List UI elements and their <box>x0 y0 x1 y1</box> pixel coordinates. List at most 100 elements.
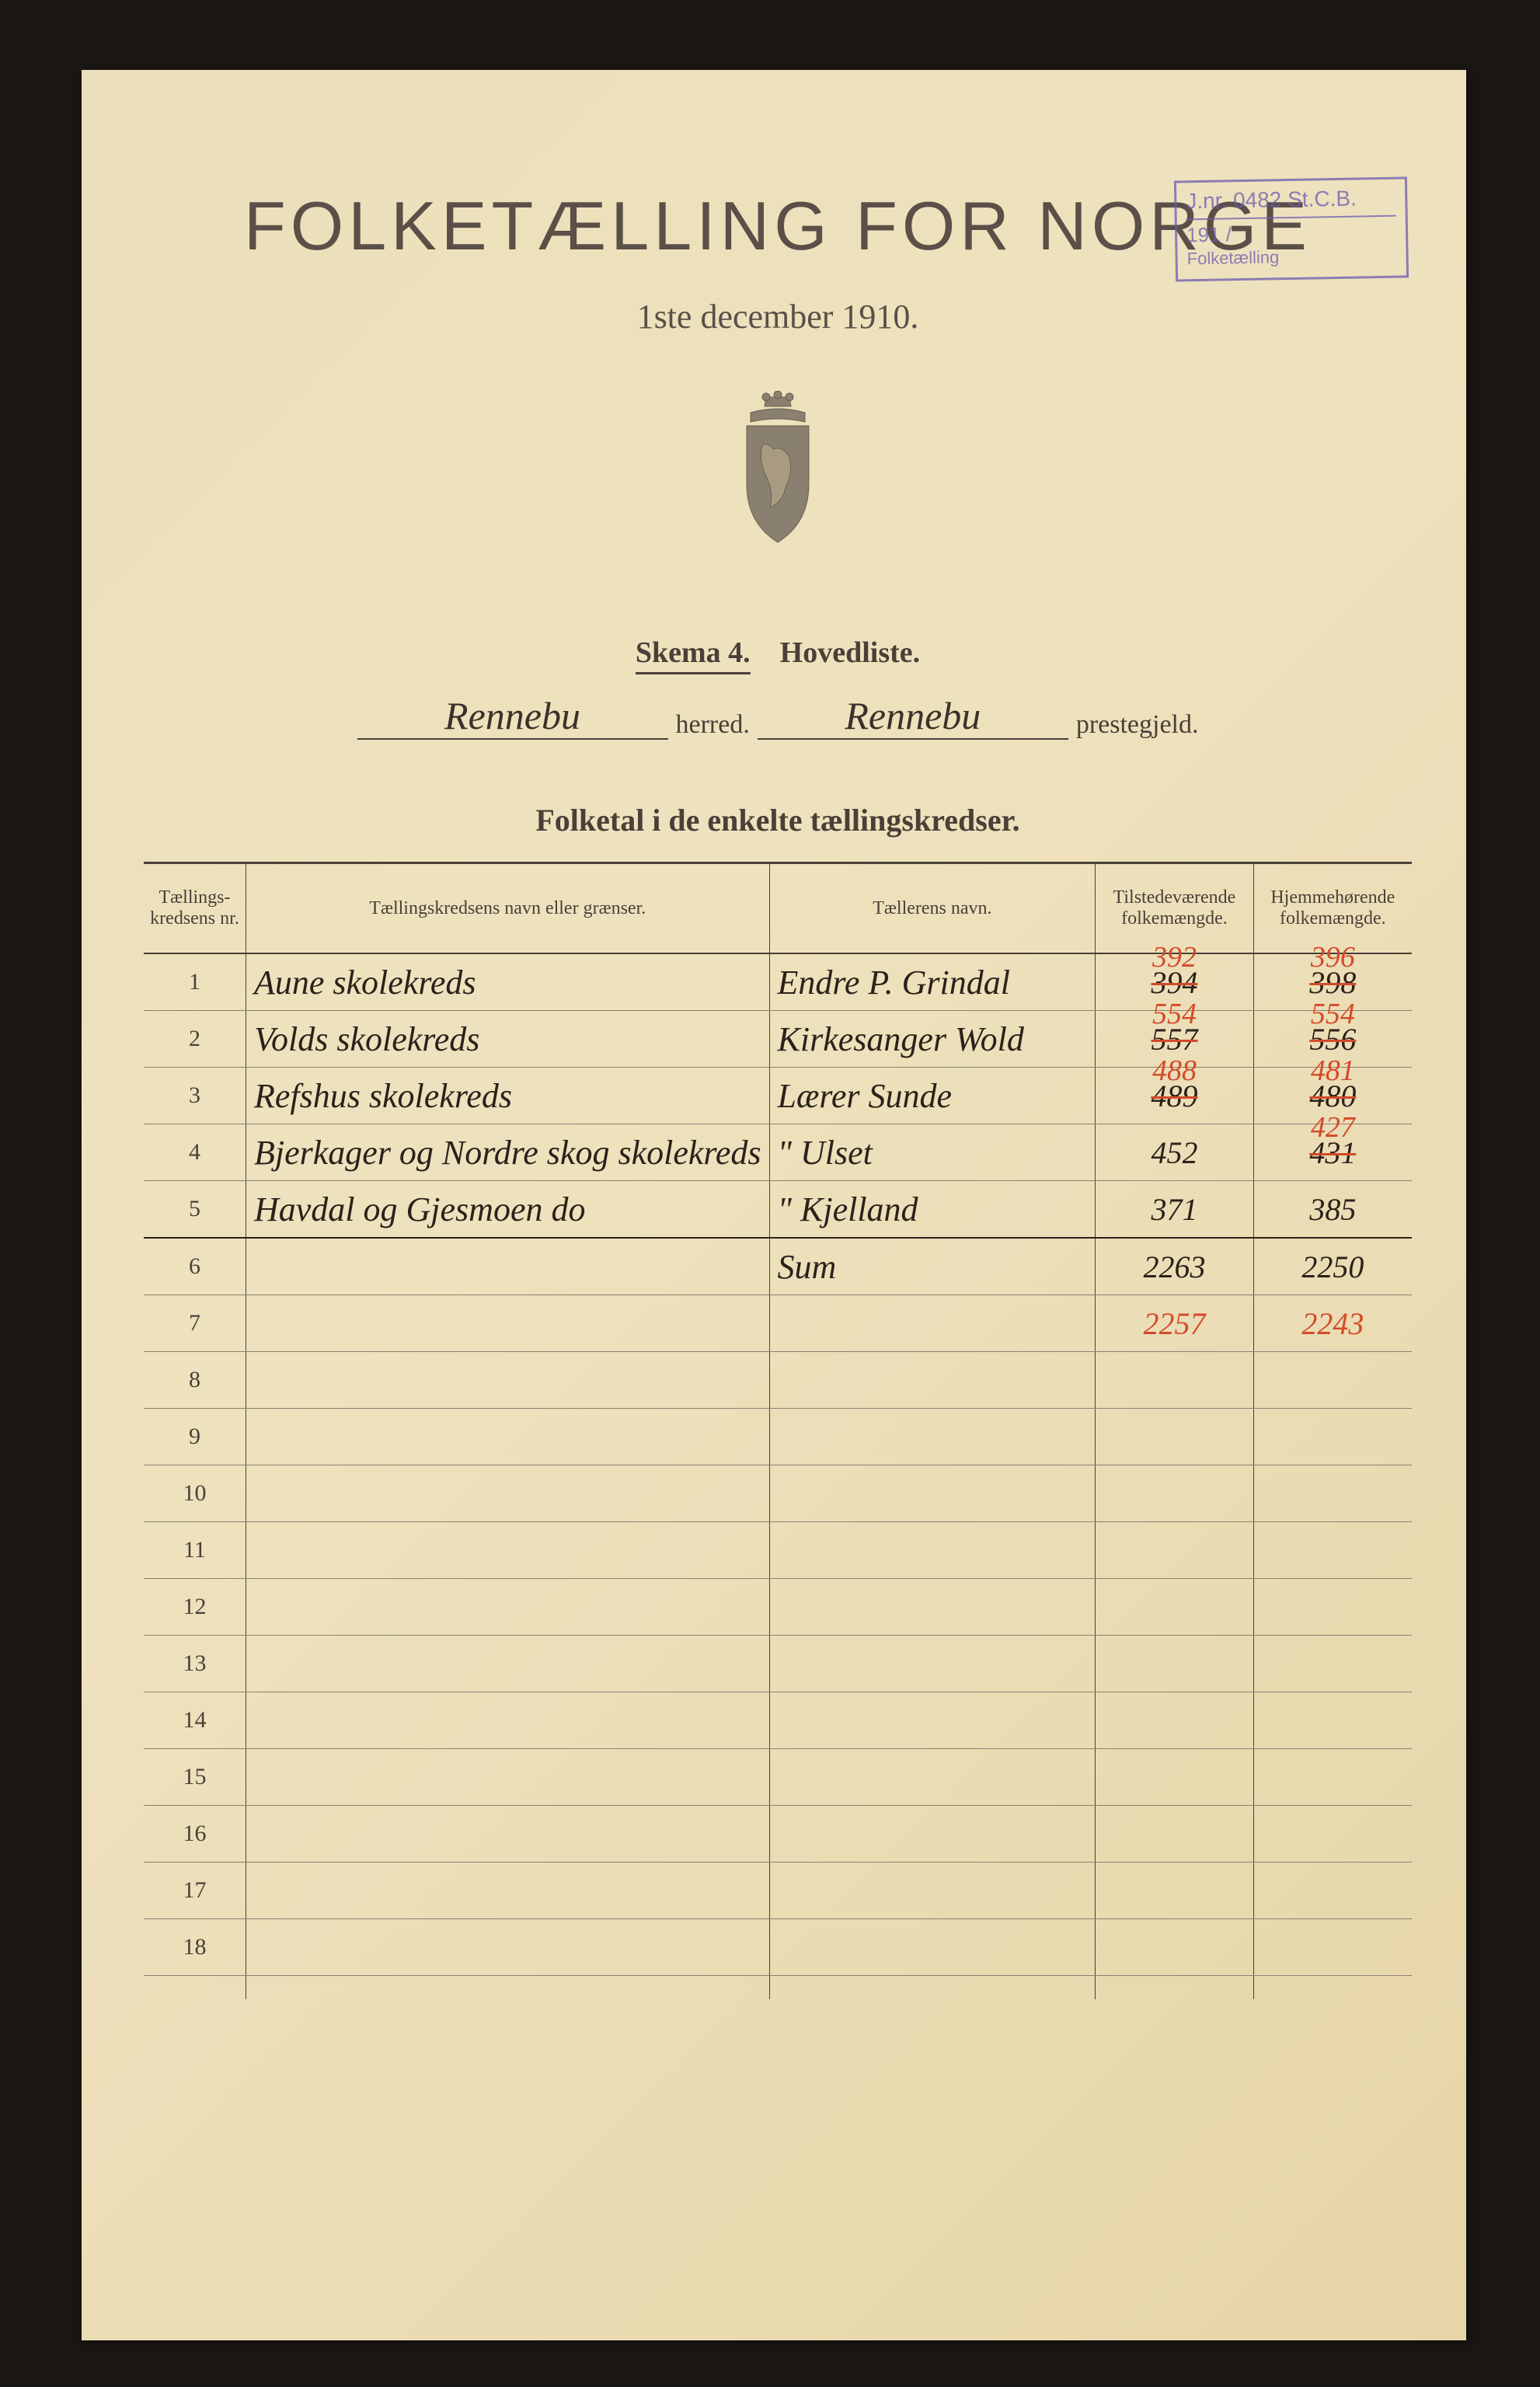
table-cell <box>1253 1806 1412 1863</box>
table-cell <box>769 1692 1096 1749</box>
district-name-cell: Bjerkager og Nordre skog skolekreds <box>246 1124 770 1181</box>
row-number: 3 <box>144 1068 246 1124</box>
counter-name-cell: Endre P. Grindal <box>769 953 1096 1011</box>
table-cell <box>769 1522 1096 1579</box>
table-cell <box>1096 1409 1253 1465</box>
table-cell-number: 2263 <box>1096 1238 1253 1295</box>
table-cell <box>769 1295 1096 1352</box>
col-header-name: Tællingskredsens navn eller grænser. <box>246 863 770 954</box>
counter-name-cell: Lærer Sunde <box>769 1068 1096 1124</box>
table-cell-number: 2257 <box>1096 1295 1253 1352</box>
table-cell-number: 385 <box>1253 1181 1412 1239</box>
row-number: 5 <box>144 1181 246 1239</box>
table-cell <box>246 1409 770 1465</box>
table-cell-number: 371 <box>1096 1181 1253 1239</box>
herred-label: herred. <box>676 710 750 740</box>
table-cell <box>1096 1806 1253 1863</box>
table-cell-number: 488489 <box>1096 1068 1253 1124</box>
table-cell-number: 452 <box>1096 1124 1253 1181</box>
table-cell <box>1096 1919 1253 1976</box>
row-number: 12 <box>144 1579 246 1636</box>
table-cell <box>769 1863 1096 1919</box>
table-cell <box>1253 1409 1412 1465</box>
skema-label: Skema 4. <box>636 636 751 674</box>
table-cell <box>1096 1749 1253 1806</box>
table-row: 17 <box>144 1863 1412 1919</box>
row-number: 14 <box>144 1692 246 1749</box>
table-cell <box>769 1636 1096 1692</box>
table-body: 1Aune skolekredsEndre P. Grindal39239439… <box>144 953 1412 1999</box>
red-sum: 2257 <box>1103 1305 1245 1342</box>
stamp-journal-nr: J.nr. 0482 St.C.B. <box>1186 186 1396 221</box>
table-row: 3Refshus skolekredsLærer Sunde4884894814… <box>144 1068 1412 1124</box>
form-number-line: Skema 4. Hovedliste. <box>144 636 1412 670</box>
col-header-counter: Tællerens navn. <box>769 863 1096 954</box>
red-sum: 2243 <box>1262 1305 1404 1342</box>
row-number: 16 <box>144 1806 246 1863</box>
census-table: Tællings- kredsens nr. Tællingskredsens … <box>144 862 1412 1999</box>
table-cell <box>1253 1636 1412 1692</box>
table-cell <box>769 1749 1096 1806</box>
table-row: 14 <box>144 1692 1412 1749</box>
table-row: 722572243 <box>144 1295 1412 1352</box>
table-cell-number: 2243 <box>1253 1295 1412 1352</box>
table-cell <box>1096 1579 1253 1636</box>
table-cell <box>769 1919 1096 1976</box>
table-cell <box>1253 1863 1412 1919</box>
row-number: 6 <box>144 1238 246 1295</box>
table-cell <box>1253 1579 1412 1636</box>
table-row: 18 <box>144 1919 1412 1976</box>
counter-name-cell: " Kjelland <box>769 1181 1096 1239</box>
row-number: 18 <box>144 1919 246 1976</box>
row-number: 1 <box>144 953 246 1011</box>
red-correction: 488 <box>1096 1054 1253 1088</box>
table-cell-number: 2250 <box>1253 1238 1412 1295</box>
document-date: 1ste december 1910. <box>144 297 1412 336</box>
original-value: 452 <box>1103 1134 1245 1171</box>
page-background: J.nr. 0482 St.C.B. 191 / Folketælling FO… <box>0 0 1540 2387</box>
table-row: 6 Sum22632250 <box>144 1238 1412 1295</box>
table-cell <box>1253 1919 1412 1976</box>
district-name-cell <box>246 1238 770 1295</box>
stamp-label: Folketælling <box>1186 244 1396 270</box>
red-correction: 554 <box>1254 997 1412 1031</box>
row-number: 9 <box>144 1409 246 1465</box>
table-cell <box>1096 1522 1253 1579</box>
table-cell <box>1096 1636 1253 1692</box>
table-cell-number: 427431 <box>1253 1124 1412 1181</box>
counter-name-cell: Sum <box>769 1238 1096 1295</box>
table-row: 15 <box>144 1749 1412 1806</box>
table-row: 8 <box>144 1352 1412 1409</box>
table-cell <box>769 1579 1096 1636</box>
red-correction: 481 <box>1254 1054 1412 1088</box>
skema-type: Hovedliste. <box>780 636 920 669</box>
table-row: 4Bjerkager og Nordre skog skolekreds" Ul… <box>144 1124 1412 1181</box>
table-heading: Folketal i de enkelte tællingskredser. <box>144 802 1412 838</box>
table-cell <box>246 1636 770 1692</box>
table-cell <box>246 1295 770 1352</box>
stamp-year: 191 / <box>1186 217 1397 248</box>
table-cell <box>1253 1465 1412 1522</box>
table-cell <box>1096 1465 1253 1522</box>
row-number: 8 <box>144 1352 246 1409</box>
table-row: 16 <box>144 1806 1412 1863</box>
row-number: 15 <box>144 1749 246 1806</box>
table-cell <box>1253 1749 1412 1806</box>
district-name-cell: Volds skolekreds <box>246 1011 770 1068</box>
red-correction: 392 <box>1096 940 1253 974</box>
table-row: 11 <box>144 1522 1412 1579</box>
prestegjeld-label: prestegjeld. <box>1076 710 1199 740</box>
original-value: 371 <box>1103 1191 1245 1228</box>
table-cell <box>1253 1692 1412 1749</box>
table-cell <box>769 1806 1096 1863</box>
herred-value: Rennebu <box>357 693 668 740</box>
original-value: 385 <box>1262 1191 1404 1228</box>
red-correction: 396 <box>1254 940 1412 974</box>
table-row-stub <box>144 1976 1412 2000</box>
census-paper: J.nr. 0482 St.C.B. 191 / Folketælling FO… <box>82 70 1466 2340</box>
red-correction: 554 <box>1096 997 1253 1031</box>
table-cell <box>1096 1352 1253 1409</box>
original-value: 2250 <box>1262 1249 1404 1285</box>
row-number: 11 <box>144 1522 246 1579</box>
table-cell <box>246 1522 770 1579</box>
